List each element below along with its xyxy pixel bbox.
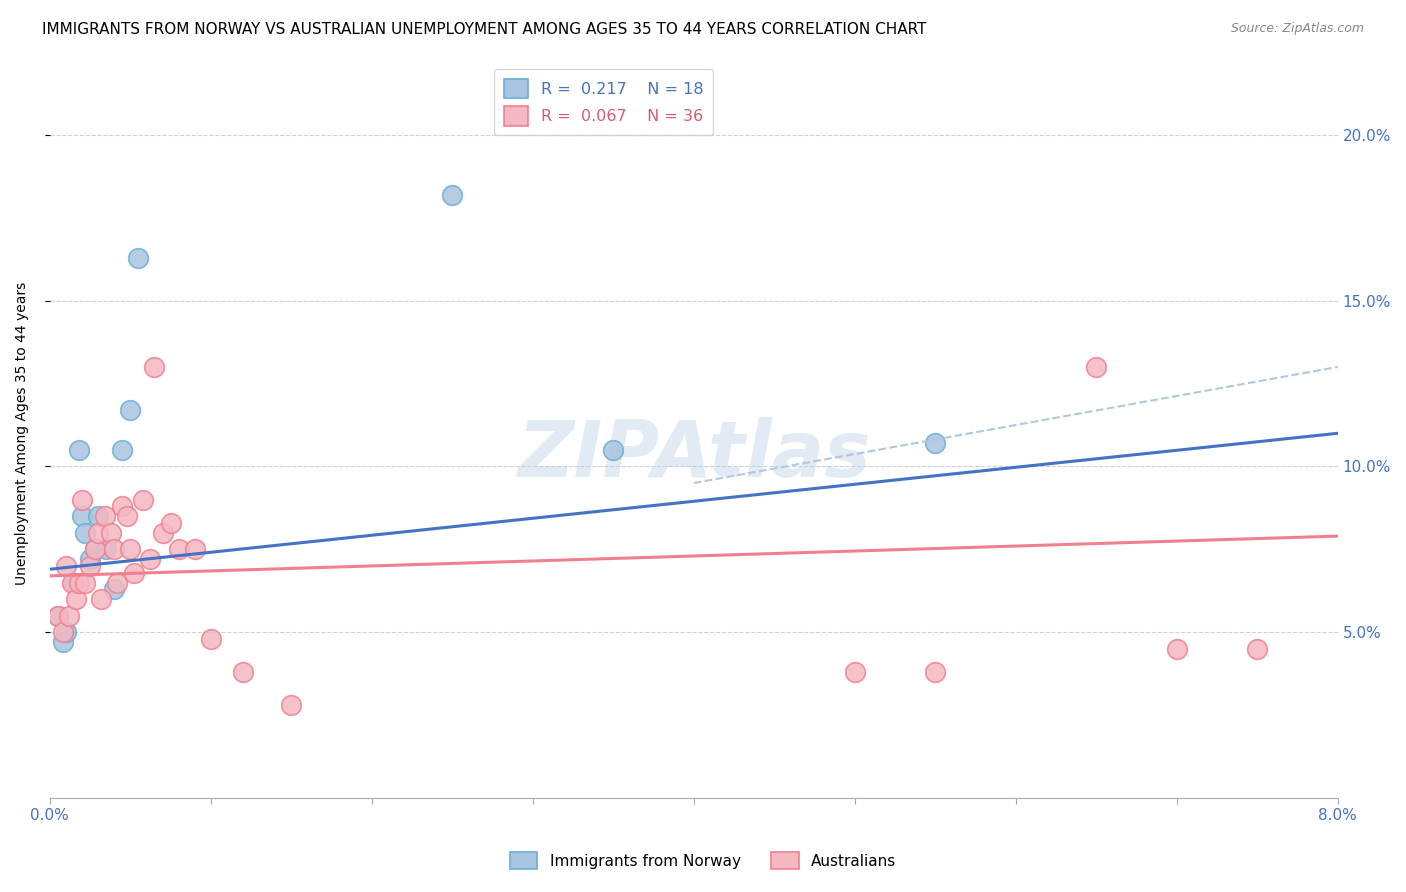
Point <box>58 608 80 623</box>
Point <box>52 635 75 649</box>
Point <box>103 542 125 557</box>
Point <box>138 552 160 566</box>
Point <box>232 665 254 679</box>
Point <box>167 542 190 557</box>
Y-axis label: Unemployment Among Ages 35 to 44 years: Unemployment Among Ages 35 to 44 years <box>15 282 30 585</box>
Point <box>120 403 142 417</box>
Point <box>844 665 866 679</box>
Point <box>79 558 101 573</box>
Point <box>280 698 302 713</box>
Point <box>441 187 464 202</box>
Point <box>60 575 83 590</box>
Point <box>111 442 134 457</box>
Point <box>75 575 97 590</box>
Point <box>67 442 90 457</box>
Point <box>46 608 69 623</box>
Point <box>132 492 155 507</box>
Point <box>1246 641 1268 656</box>
Point <box>127 251 149 265</box>
Point <box>924 436 946 450</box>
Point <box>159 516 181 530</box>
Point <box>152 525 174 540</box>
Point <box>70 492 93 507</box>
Point <box>70 509 93 524</box>
Point <box>55 625 77 640</box>
Text: ZIPAtlas: ZIPAtlas <box>517 417 870 493</box>
Point <box>183 542 205 557</box>
Point <box>84 542 107 557</box>
Point <box>90 592 112 607</box>
Point <box>46 608 69 623</box>
Point <box>122 566 145 580</box>
Point <box>67 575 90 590</box>
Point <box>84 542 107 557</box>
Point <box>1085 359 1108 374</box>
Point <box>120 542 142 557</box>
Text: Source: ZipAtlas.com: Source: ZipAtlas.com <box>1230 22 1364 36</box>
Point <box>143 359 166 374</box>
Point <box>103 582 125 596</box>
Point <box>1166 641 1188 656</box>
Point <box>111 500 134 514</box>
Legend: Immigrants from Norway, Australians: Immigrants from Norway, Australians <box>503 846 903 875</box>
Point <box>52 625 75 640</box>
Point <box>115 509 138 524</box>
Point <box>200 632 222 646</box>
Point <box>75 525 97 540</box>
Text: IMMIGRANTS FROM NORWAY VS AUSTRALIAN UNEMPLOYMENT AMONG AGES 35 TO 44 YEARS CORR: IMMIGRANTS FROM NORWAY VS AUSTRALIAN UNE… <box>42 22 927 37</box>
Point <box>87 525 110 540</box>
Point <box>93 509 115 524</box>
Point <box>65 592 87 607</box>
Point <box>96 542 118 557</box>
Point <box>602 442 624 457</box>
Point <box>63 575 86 590</box>
Point <box>79 552 101 566</box>
Point <box>55 558 77 573</box>
Point <box>87 509 110 524</box>
Point <box>924 665 946 679</box>
Point <box>100 525 122 540</box>
Legend: R =  0.217    N = 18, R =  0.067    N = 36: R = 0.217 N = 18, R = 0.067 N = 36 <box>495 70 713 136</box>
Point <box>107 575 129 590</box>
